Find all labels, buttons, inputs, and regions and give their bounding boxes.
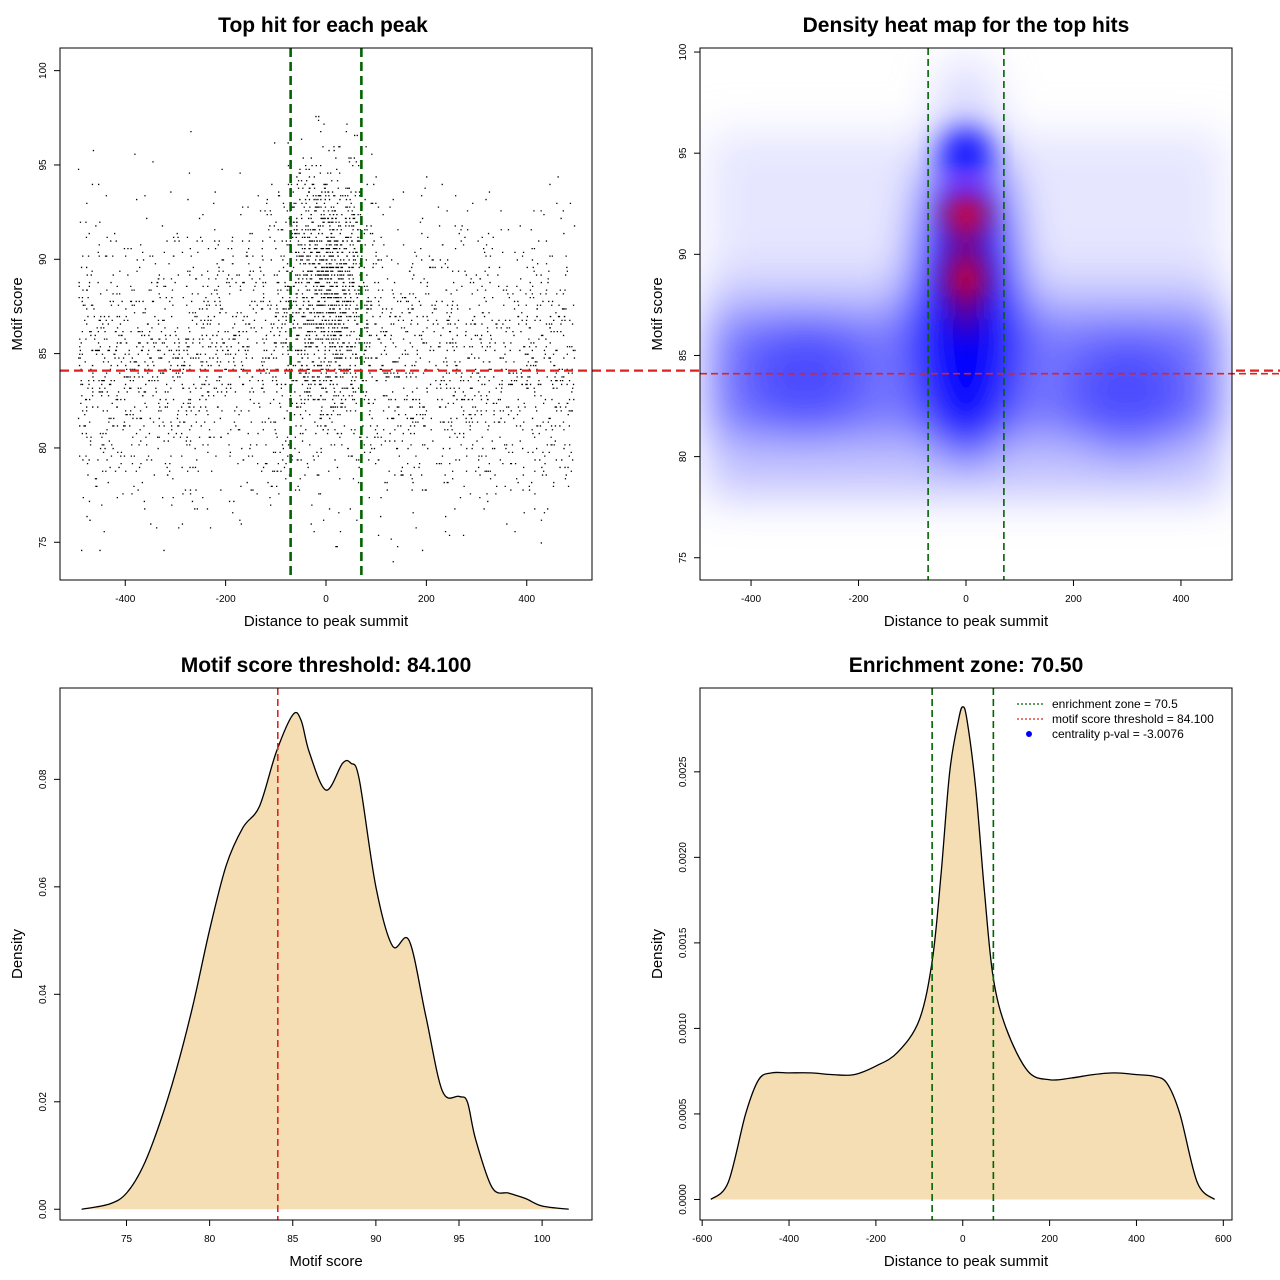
score-density-y-tick-label: 0.00: [38, 1199, 49, 1219]
legend-enrichment-label: enrichment zone = 70.5: [1052, 697, 1178, 711]
score-density-y-label: Density: [9, 928, 26, 979]
score-density-y-axis: 0.00 0.02 0.04 0.06 0.08: [38, 769, 60, 1219]
legend-pvalue-label: centrality p-val = -3.0076: [1052, 727, 1184, 741]
score-density-x-tick-label: 95: [453, 1234, 465, 1245]
score-density-panel: Motif score threshold: 84.100 75 80 85 90 95…: [9, 654, 593, 1270]
scatter-x-tick-label: -400: [115, 594, 135, 605]
heatmap-y-tick-label: 80: [678, 451, 689, 463]
heatmap-title: Density heat map for the top hits: [803, 14, 1130, 37]
score-density-line: [81, 711, 569, 1210]
scatter-y-tick-label: 100: [38, 62, 49, 79]
heatmap-y-axis: 75 80 85 90 95 100: [678, 43, 700, 563]
heatmap-hotspot: [942, 129, 990, 178]
distance-density-y-label: Density: [649, 928, 666, 979]
scatter-panel: Top hit for each peak -400 -200 0 200 400 75…: [9, 14, 1280, 630]
scatter-y-tick-label: 80: [38, 442, 49, 454]
distance-density-area: [710, 706, 1215, 1200]
score-density-y-tick-label: 0.06: [38, 877, 49, 897]
heatmap-x-tick-label: 200: [1065, 594, 1082, 605]
score-density-x-label: Motif score: [289, 1253, 362, 1270]
distance-density-y-tick-label: 0.0010: [678, 1013, 689, 1044]
distance-density-y-tick-label: 0.0015: [678, 927, 689, 958]
score-density-title: Motif score threshold: 84.100: [181, 654, 472, 677]
score-density-y-tick-label: 0.04: [38, 984, 49, 1004]
scatter-y-tick-label: 95: [38, 159, 49, 171]
heatmap-y-tick-label: 75: [678, 552, 689, 564]
scatter-y-tick-label: 85: [38, 348, 49, 360]
heatmap-hotspot: [946, 193, 986, 234]
scatter-plot-frame: [59, 47, 593, 581]
heatmap-y-tick-label: 95: [678, 147, 689, 159]
score-density-x-tick-label: 80: [204, 1234, 216, 1245]
distance-density-x-tick-label: 400: [1128, 1234, 1145, 1245]
distance-density-y-tick-label: 0.0020: [678, 842, 689, 873]
distance-density-frame: [699, 687, 1233, 1221]
heatmap-hotspot: [1067, 335, 1188, 456]
scatter-y-tick-label: 90: [38, 253, 49, 265]
distance-density-y-axis: 0.0000 0.0005 0.0010 0.0015 0.0020 0.0025: [678, 756, 700, 1215]
heatmap-reference-lines: [700, 48, 1280, 580]
distance-density-x-tick-label: 600: [1215, 1234, 1232, 1245]
scatter-y-label: Motif score: [9, 277, 26, 350]
score-density-x-tick-label: 90: [370, 1234, 382, 1245]
scatter-x-tick-label: 400: [518, 594, 535, 605]
heatmap-y-tick-label: 100: [678, 43, 689, 60]
heatmap-x-label: Distance to peak summit: [884, 613, 1049, 630]
heatmap-x-tick-label: 0: [963, 594, 969, 605]
distance-density-panel: Enrichment zone: 70.50 -600 -400 -200 0 200 4…: [649, 654, 1233, 1270]
distance-density-y-tick-label: 0.0000: [678, 1184, 689, 1215]
heatmap-y-label: Motif score: [649, 277, 666, 350]
scatter-point-cloud: [77, 115, 576, 563]
score-density-x-tick-label: 85: [287, 1234, 299, 1245]
distance-density-x-axis: -600 -400 -200 0 200 400 600: [692, 1220, 1232, 1245]
score-density-x-tick-label: 100: [534, 1234, 551, 1245]
distance-density-title: Enrichment zone: 70.50: [849, 654, 1084, 677]
score-density-frame: [59, 687, 593, 1221]
distance-density-y-tick-label: 0.0025: [678, 756, 689, 787]
heatmap-y-tick-label: 90: [678, 248, 689, 260]
distance-density-x-tick-label: 200: [1041, 1234, 1058, 1245]
heatmap-x-tick-label: -400: [741, 594, 761, 605]
heatmap-x-tick-label: 400: [1173, 594, 1190, 605]
scatter-y-axis: 75 80 85 90 95 100: [38, 62, 60, 548]
distance-density-x-tick-label: 0: [960, 1234, 966, 1245]
scatter-x-tick-label: 200: [418, 594, 435, 605]
distance-density-line: [710, 706, 1216, 1200]
heatmap-hot-ridge: [948, 218, 984, 339]
scatter-x-axis: -400 -200 0 200 400: [115, 580, 536, 605]
scatter-x-tick-label: -200: [216, 594, 236, 605]
heatmap-panel: Density heat map for the top hits -400 -2…: [649, 14, 1280, 630]
distance-density-x-tick-label: -400: [779, 1234, 799, 1245]
distance-density-legend: enrichment zone = 70.5 motif score thres…: [1017, 697, 1214, 741]
scatter-x-tick-label: 0: [323, 594, 329, 605]
scatter-y-tick-label: 75: [38, 536, 49, 548]
scatter-title: Top hit for each peak: [218, 14, 428, 37]
legend-pvalue-swatch: [1026, 731, 1032, 737]
heatmap-hotspot: [744, 315, 865, 436]
heatmap-x-tick-label: -200: [849, 594, 869, 605]
distance-enrichment-lines: [931, 688, 995, 1220]
heatmap-y-tick-label: 85: [678, 349, 689, 361]
heatmap-x-axis: -400 -200 0 200 400: [741, 580, 1190, 605]
legend-threshold-label: motif score threshold = 84.100: [1052, 712, 1214, 726]
score-density-y-tick-label: 0.02: [38, 1092, 49, 1112]
heatmap-image-layer: [700, 48, 1232, 580]
distance-density-x-label: Distance to peak summit: [884, 1253, 1049, 1270]
distance-density-y-tick-label: 0.0005: [678, 1098, 689, 1129]
scatter-points-layer: [77, 115, 576, 563]
score-density-x-axis: 75 80 85 90 95 100: [121, 1220, 551, 1245]
distance-density-x-tick-label: -600: [692, 1234, 712, 1245]
score-density-x-tick-label: 75: [121, 1234, 133, 1245]
score-density-area: [81, 712, 569, 1210]
score-density-y-tick-label: 0.08: [38, 769, 49, 789]
distance-density-x-tick-label: -200: [866, 1234, 886, 1245]
scatter-x-label: Distance to peak summit: [244, 613, 409, 630]
